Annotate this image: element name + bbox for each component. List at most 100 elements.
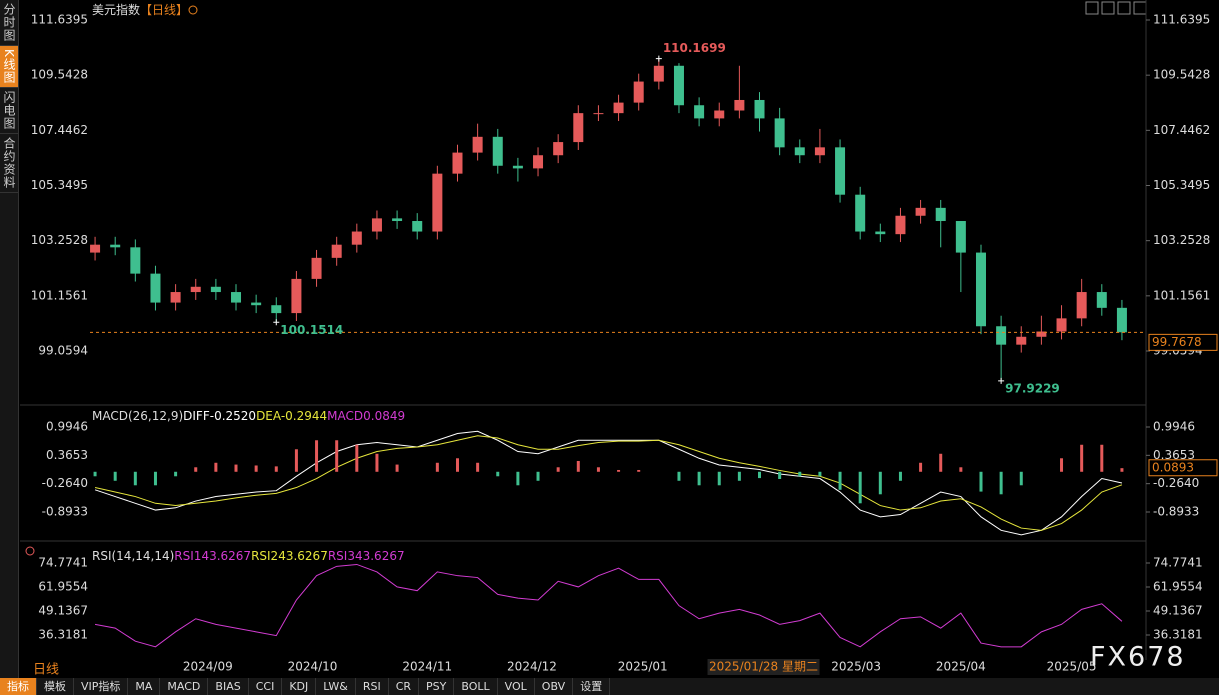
candle-body: [955, 221, 966, 253]
x-tick-label: 2025/03: [831, 660, 881, 674]
candle-body: [472, 136, 483, 153]
toolbar-button[interactable]: MA: [128, 678, 161, 695]
indicator-title: RSI(14,14,14): [92, 549, 174, 563]
icon[interactable]: [1133, 1, 1147, 15]
last-price-label: 99.7678: [1152, 335, 1202, 349]
indicator-line: [94, 430, 1123, 536]
candle-body: [533, 155, 544, 169]
y-tick-label: 111.6395: [31, 13, 88, 27]
subtitle: 【日线】: [140, 3, 188, 17]
x-tick-label: 2024/11: [402, 660, 452, 674]
tab[interactable]: 分时图: [0, 0, 18, 46]
toolbar-button[interactable]: BOLL: [454, 678, 498, 695]
last-price-box: [1148, 333, 1218, 351]
candle-body: [754, 99, 765, 119]
icon[interactable]: [1101, 1, 1115, 15]
candle-body: [694, 105, 705, 119]
y-tick-label: -0.8933: [42, 505, 88, 519]
toolbar-button[interactable]: 模板: [37, 678, 74, 695]
y-tick-label: 103.2528: [1153, 233, 1210, 247]
x-tick-label: 2025/01: [618, 660, 668, 674]
x-tick-label: 2025/05: [1047, 660, 1097, 674]
toolbar-button[interactable]: MACD: [160, 678, 209, 695]
candle-body: [794, 147, 805, 156]
toolbar-button[interactable]: CR: [389, 678, 420, 695]
candle-body: [814, 147, 825, 156]
candle-body: [110, 244, 121, 248]
candle-body: [130, 247, 141, 274]
candle-body: [593, 113, 604, 115]
toolbar-button[interactable]: 指标: [0, 678, 37, 695]
icon[interactable]: [1085, 1, 1099, 15]
y-tick-label: 36.3181: [1153, 627, 1203, 641]
y-tick-label: 105.3495: [1153, 178, 1210, 192]
candle-body: [653, 65, 664, 82]
y-tick-label: 49.1367: [1153, 603, 1203, 617]
title: 美元指数: [92, 2, 140, 17]
legend-value: -0.2520: [210, 409, 256, 423]
icon[interactable]: [1117, 1, 1131, 15]
legend-value: 43.6267: [355, 549, 405, 563]
add-icon[interactable]: [188, 5, 198, 15]
period[interactable]: 日线: [33, 663, 59, 678]
y-tick-label: -0.2640: [1153, 476, 1199, 490]
toolbar: 指标 模板 VIP指标 MA MACD BIAS CCI KDJ LW& RSI CR PSY BOLL…: [0, 678, 1219, 695]
y-tick-label: 99.0594: [38, 344, 88, 358]
candle-body: [251, 302, 262, 306]
x-tick-label: 2024/09: [183, 660, 233, 674]
tab[interactable]: K线图: [0, 46, 18, 88]
y-tick-label: 74.7741: [38, 556, 88, 570]
legend-name: RSI2: [251, 549, 278, 563]
candle-body: [231, 292, 242, 303]
toolbar-button[interactable]: OBV: [535, 678, 574, 695]
candle-body: [1036, 331, 1047, 337]
candle-body: [371, 218, 382, 232]
y-tick-label: 101.1561: [31, 288, 88, 302]
candle-body: [351, 231, 362, 245]
toolbar-button[interactable]: PSY: [419, 678, 455, 695]
toolbar-button[interactable]: LW&: [316, 678, 356, 695]
extreme-label: 97.9229: [1005, 381, 1060, 395]
tab[interactable]: 合约资料: [0, 134, 18, 193]
candle-body: [1076, 292, 1087, 319]
indicator-title: MACD(26,12,9): [92, 409, 183, 423]
candle-body: [1096, 292, 1107, 308]
indicator-line: [94, 563, 1123, 648]
y-tick-label: 103.2528: [31, 233, 88, 247]
last-value-label: 0.0893: [1152, 460, 1194, 474]
candle-body: [975, 252, 986, 327]
legend-name: RSI3: [328, 549, 355, 563]
y-tick-label: 74.7741: [1153, 556, 1203, 570]
extreme-label: 100.1514: [280, 323, 343, 337]
indicator-header: RSI(14,14,14)RSI143.6267RSI243.6267RSI34…: [92, 549, 405, 563]
toolbar-button[interactable]: 设置: [573, 678, 611, 695]
y-tick-label: 109.5428: [31, 68, 88, 82]
y-tick-label: 101.1561: [1153, 288, 1210, 302]
toolbar-button[interactable]: VIP指标: [74, 678, 129, 695]
candle-body: [210, 286, 221, 293]
candle-body: [432, 173, 443, 232]
candle-body: [895, 215, 906, 235]
legend-name: DEA: [256, 409, 282, 423]
candle-body: [855, 194, 866, 232]
candle-body: [1016, 336, 1027, 345]
candle-body: [915, 207, 926, 216]
cursor-label: 2025/01/28 星期二: [709, 660, 818, 674]
y-tick-label: -0.8933: [1153, 505, 1199, 519]
toolbar-button[interactable]: RSI: [356, 678, 389, 695]
toolbar-button[interactable]: CCI: [249, 678, 283, 695]
extreme-marker: [655, 55, 662, 62]
tab[interactable]: 闪电图: [0, 88, 18, 134]
toolbar-button[interactable]: BIAS: [208, 678, 249, 695]
toolbar-button[interactable]: VOL: [498, 678, 535, 695]
icon[interactable]: [25, 546, 35, 556]
candle-body: [170, 292, 181, 303]
y-tick-label: 107.4462: [31, 123, 88, 137]
toolbar-button[interactable]: KDJ: [282, 678, 317, 695]
candle-body: [613, 102, 624, 114]
legend-name: DIFF: [183, 409, 210, 423]
candle-body: [331, 244, 342, 258]
y-tick-label: 36.3181: [38, 627, 88, 641]
y-tick-label: 61.9554: [1153, 579, 1203, 593]
